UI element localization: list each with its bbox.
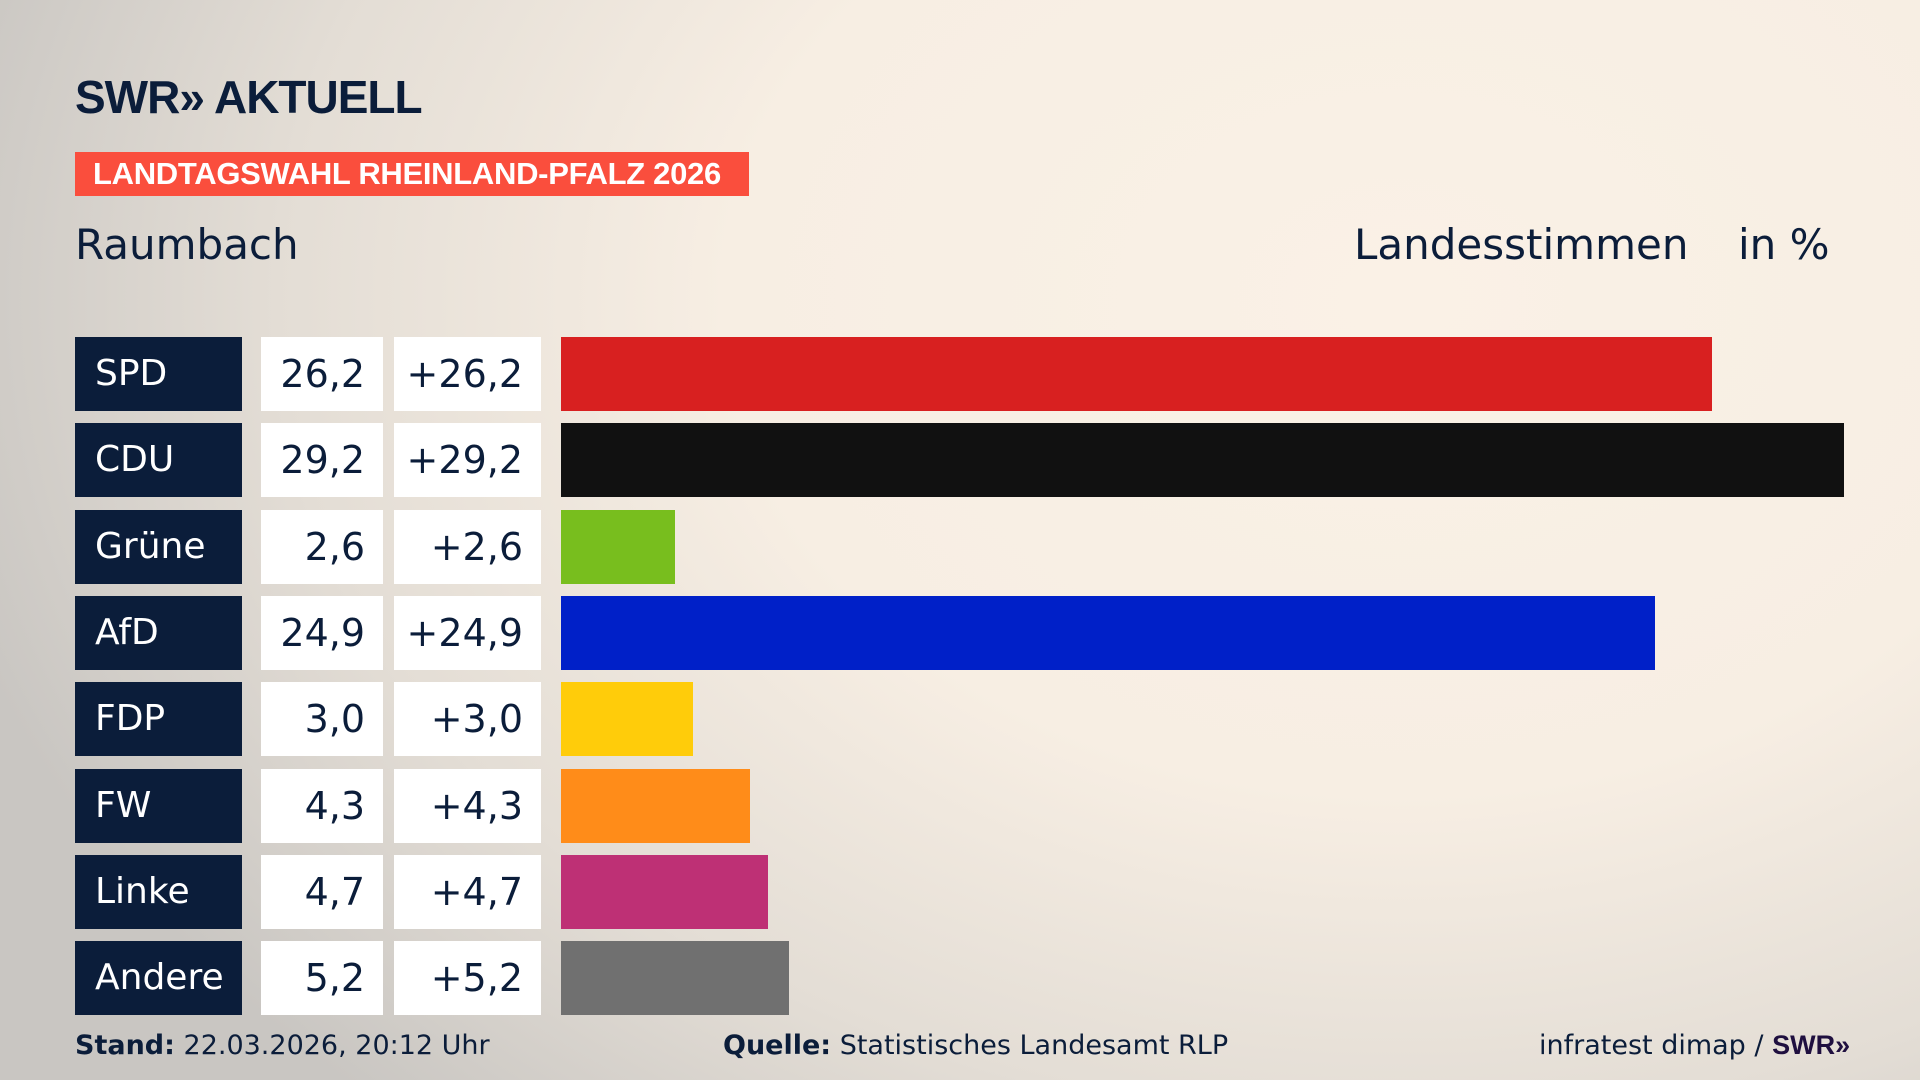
- metric-label: Landesstimmen: [1354, 220, 1689, 269]
- swr-logo: SWR»: [1772, 1030, 1851, 1060]
- source-value: Statistisches Landesamt RLP: [839, 1030, 1229, 1061]
- swr-aktuell-logo: SWR» AKTUELL: [75, 71, 423, 123]
- party-value: 3,0: [261, 682, 383, 757]
- credit-text: infratest dimap /: [1539, 1030, 1764, 1061]
- party-bar: [561, 423, 1844, 498]
- party-bar: [561, 509, 676, 584]
- party-change: +3,0: [394, 682, 541, 757]
- footer-credit: infratest dimap / SWR»: [1539, 1030, 1850, 1061]
- party-bar: [561, 941, 790, 1016]
- party-value: 29,2: [261, 423, 383, 498]
- source-label: Quelle:: [723, 1030, 832, 1061]
- election-tag: LANDTAGSWAHL RHEINLAND-PFALZ 2026: [75, 152, 749, 196]
- party-value: 2,6: [261, 509, 383, 584]
- stand-label: Stand:: [75, 1030, 175, 1061]
- party-bar: [561, 682, 693, 757]
- party-value: 5,2: [261, 941, 383, 1016]
- party-name: CDU: [75, 423, 242, 498]
- party-value: 4,3: [261, 768, 383, 843]
- party-name: FDP: [75, 682, 242, 757]
- party-change: +24,9: [394, 595, 541, 670]
- party-name: Andere: [75, 941, 242, 1016]
- party-name: Grüne: [75, 509, 242, 584]
- party-name: Linke: [75, 854, 242, 929]
- party-change: +4,3: [394, 768, 541, 843]
- party-bar: [561, 595, 1656, 670]
- party-name: FW: [75, 768, 242, 843]
- party-value: 4,7: [261, 854, 383, 929]
- stand-value: 22.03.2026, 20:12 Uhr: [183, 1030, 490, 1061]
- party-value: 26,2: [261, 337, 383, 411]
- place-title: Raumbach: [75, 220, 299, 269]
- party-change: +5,2: [394, 941, 541, 1016]
- party-change: +26,2: [394, 337, 541, 411]
- unit-label: in %: [1738, 220, 1830, 269]
- party-change: +2,6: [394, 509, 541, 584]
- footer-stand: Stand: 22.03.2026, 20:12 Uhr: [75, 1030, 490, 1061]
- party-change: +4,7: [394, 854, 541, 929]
- party-value: 24,9: [261, 595, 383, 670]
- party-bar: [561, 337, 1713, 411]
- footer-source: Quelle: Statistisches Landesamt RLP: [723, 1030, 1228, 1061]
- party-name: SPD: [75, 337, 242, 411]
- party-name: AfD: [75, 595, 242, 670]
- party-change: +29,2: [394, 423, 541, 498]
- party-bar: [561, 768, 750, 843]
- party-bar: [561, 854, 768, 929]
